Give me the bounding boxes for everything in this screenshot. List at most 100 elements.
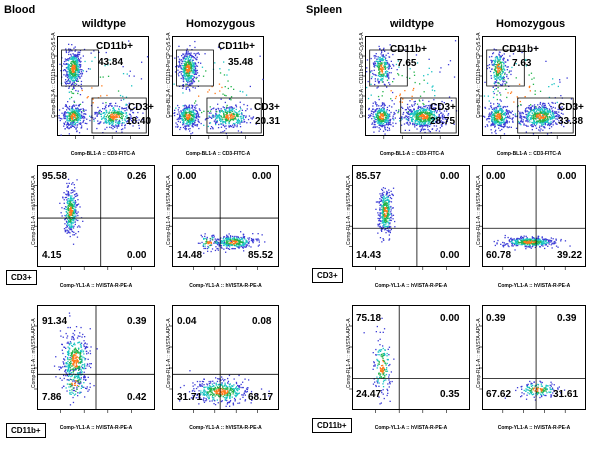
event-dot — [138, 127, 140, 129]
event-dot — [192, 70, 194, 72]
event-dot — [245, 244, 247, 246]
event-dot — [493, 59, 495, 62]
event-dot — [524, 96, 526, 98]
event-dot — [382, 122, 385, 125]
event-dot — [224, 86, 226, 88]
event-dot — [415, 118, 417, 120]
event-dot — [225, 110, 227, 112]
event-dot — [81, 69, 83, 71]
event-dot — [381, 102, 384, 104]
event-dot — [123, 107, 126, 110]
event-dot — [368, 108, 370, 111]
event-dot — [66, 119, 69, 121]
event-dot — [117, 111, 119, 113]
event-dot — [500, 112, 502, 114]
event-dot — [555, 115, 557, 117]
event-dot — [66, 115, 68, 117]
event-dot — [136, 119, 138, 122]
event-dot — [436, 128, 438, 130]
event-dot — [507, 111, 509, 113]
event-dot — [548, 123, 550, 125]
event-dot — [212, 114, 214, 116]
event-dot — [184, 65, 186, 67]
event-dot — [422, 125, 424, 127]
event-dot — [75, 56, 77, 59]
event-dot — [379, 73, 381, 75]
event-dot — [182, 53, 184, 55]
event-dot — [421, 124, 423, 126]
event-dot — [184, 67, 186, 69]
event-dot — [493, 110, 496, 113]
event-dot — [373, 120, 375, 122]
event-dot — [67, 66, 69, 68]
event-dot — [105, 110, 107, 112]
event-dot — [438, 122, 440, 124]
event-dot — [492, 114, 494, 116]
event-dot — [385, 72, 387, 74]
event-dot — [65, 121, 67, 123]
event-dot — [491, 124, 493, 126]
event-dot — [531, 117, 533, 119]
event-dot — [198, 53, 200, 55]
event-dot — [104, 118, 106, 120]
event-dot — [118, 123, 120, 125]
event-dot — [440, 124, 442, 126]
event-dot — [497, 65, 500, 67]
event-dot — [380, 113, 382, 115]
event-dot — [539, 112, 541, 114]
event-dot — [385, 121, 388, 124]
event-dot — [75, 204, 77, 206]
event-dot — [186, 107, 189, 109]
event-dot — [433, 119, 435, 121]
event-cluster — [483, 46, 573, 135]
event-dot — [75, 62, 78, 64]
event-dot — [63, 69, 66, 71]
event-dot — [534, 93, 536, 95]
event-cluster — [367, 98, 397, 133]
event-dot — [424, 111, 427, 113]
event-dot — [500, 84, 502, 87]
event-dot — [484, 106, 486, 109]
event-dot — [100, 121, 102, 123]
event-dot — [115, 102, 117, 104]
event-dot — [442, 113, 444, 115]
event-dot — [496, 113, 499, 115]
event-dot — [68, 75, 70, 77]
event-dot — [181, 65, 183, 67]
event-dot — [227, 115, 229, 118]
event-dot — [226, 119, 228, 121]
event-dot — [383, 107, 385, 110]
event-dot — [543, 116, 545, 118]
event-dot — [74, 223, 76, 226]
event-dot — [207, 91, 209, 93]
event-dot — [416, 114, 418, 116]
event-dot — [73, 75, 75, 77]
event-dot — [208, 115, 210, 117]
event-dot — [242, 116, 244, 118]
event-dot — [68, 48, 70, 50]
event-dot — [494, 81, 496, 83]
event-dot — [376, 116, 378, 118]
event-dot — [62, 197, 64, 199]
event-dot — [414, 81, 416, 84]
event-dot — [382, 115, 385, 117]
event-dot — [384, 112, 386, 115]
event-dot — [185, 68, 187, 71]
event-dot — [379, 48, 381, 50]
event-dot — [71, 63, 73, 65]
event-dot — [498, 127, 500, 129]
event-dot — [488, 56, 491, 58]
event-dot — [428, 130, 430, 132]
event-dot — [503, 114, 505, 116]
event-dot — [229, 125, 231, 128]
event-dot — [187, 80, 189, 82]
event-dot — [109, 104, 111, 106]
event-dot — [542, 124, 544, 126]
event-dot — [497, 69, 499, 71]
event-dot — [106, 122, 108, 124]
event-dot — [415, 122, 417, 125]
event-dot — [399, 120, 401, 122]
event-dot — [116, 125, 119, 127]
event-dot — [76, 126, 78, 128]
event-dot — [558, 114, 561, 117]
